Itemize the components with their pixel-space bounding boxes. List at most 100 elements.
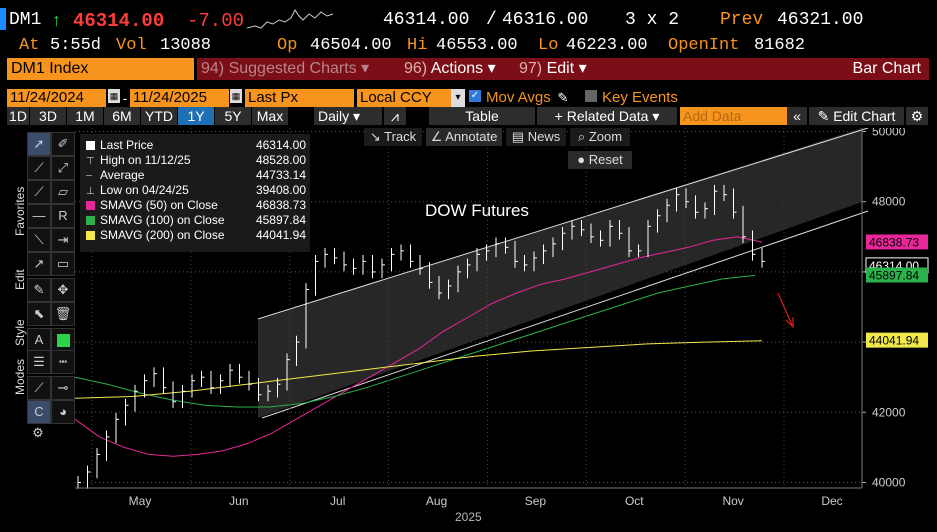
retracement-icon[interactable]: R: [51, 204, 75, 228]
security-marker: [0, 8, 6, 30]
table-button[interactable]: Table: [429, 107, 535, 125]
edit-chart-button[interactable]: ✎ Edit Chart: [809, 107, 904, 125]
palette-icon[interactable]: ◕: [51, 400, 75, 424]
magnet-mode-icon[interactable]: ⊸: [51, 376, 75, 400]
key-events-label[interactable]: Key Events: [602, 89, 678, 106]
price-tag-label: 44041.94: [869, 334, 919, 348]
pencil-icon[interactable]: ✎: [557, 90, 569, 105]
edit-tab[interactable]: Edit: [13, 269, 27, 290]
add-data-input[interactable]: Add Data: [680, 107, 787, 125]
price-tag-box: [866, 332, 928, 348]
gear-icon[interactable]: ⚙: [906, 107, 928, 125]
security-field[interactable]: DM1 Index: [7, 58, 194, 80]
edit-menu[interactable]: 97) Edit ▾: [515, 58, 599, 80]
arrow-line-icon[interactable]: ↗: [27, 252, 51, 276]
end-date-field[interactable]: 11/24/2025: [130, 89, 229, 107]
annotate-button[interactable]: ∠ Annotate: [426, 128, 502, 146]
key-events-checkbox[interactable]: [585, 90, 597, 102]
period-button-1y[interactable]: 1Y: [178, 107, 214, 125]
actions-menu[interactable]: 96) Actions ▾: [400, 58, 516, 80]
prev-value: 46321.00: [777, 10, 864, 30]
settings-gear-icon[interactable]: ⚙: [32, 425, 44, 440]
legend-item[interactable]: ⊤ High on 11/12/25: [86, 153, 191, 167]
mov-avgs-checkbox[interactable]: ✓: [469, 90, 481, 102]
legend-label: SMAVG (100) on Close: [100, 213, 225, 227]
news-label: News: [527, 129, 561, 144]
vertical-line-icon[interactable]: ⟍: [27, 228, 51, 252]
line-style-icon[interactable]: A: [27, 328, 51, 352]
zoom-button[interactable]: ⌕ Zoom: [570, 128, 630, 146]
ray-icon[interactable]: ⤢: [51, 156, 75, 180]
snap-mode-icon[interactable]: C: [27, 400, 51, 424]
chart-legend[interactable]: Last Price 46314.00 ⊤ High on 11/12/25 48528…: [80, 134, 310, 252]
currency-dropdown-icon[interactable]: ▾: [451, 89, 465, 107]
brush-icon[interactable]: ✎: [27, 278, 51, 302]
select-icon[interactable]: ⬉: [27, 302, 51, 326]
annotation-pen-icon[interactable]: ✐: [51, 132, 75, 156]
y-tick-label: 42000: [872, 405, 906, 419]
move-icon[interactable]: ✥: [51, 278, 75, 302]
legend-item[interactable]: Last Price: [86, 138, 153, 152]
style-tab[interactable]: Style: [13, 319, 27, 346]
trendline-icon[interactable]: ⟋: [27, 156, 51, 180]
volume: 13088: [160, 36, 212, 55]
channel-icon[interactable]: ▱: [51, 180, 75, 204]
period-button-1d[interactable]: 1D: [7, 107, 29, 125]
frequency-select[interactable]: Daily ▾: [314, 107, 382, 125]
period-button-max[interactable]: Max: [252, 107, 288, 125]
bid-price: 46314.00: [383, 10, 470, 30]
color-swatch-icon[interactable]: [51, 328, 75, 352]
period-button-6m[interactable]: 6M: [104, 107, 140, 125]
crosshair-mode-icon[interactable]: ⟋: [27, 376, 51, 400]
x-tick-label: Nov: [722, 494, 743, 508]
chevron-down-icon: ▾: [353, 108, 361, 124]
currency-select[interactable]: Local CCY: [357, 89, 455, 107]
calendar-icon[interactable]: ▦: [230, 89, 242, 103]
cursor-icon[interactable]: ➚: [27, 132, 51, 156]
legend-marker-icon: [86, 216, 95, 226]
reset-button[interactable]: ● Reset: [568, 151, 632, 169]
horizontal-line-icon[interactable]: —: [27, 204, 51, 228]
channel-lower-line[interactable]: [261, 210, 869, 419]
related-data-menu[interactable]: + Related Data ▾: [537, 107, 677, 125]
legend-item[interactable]: SMAVG (50) on Close: [86, 198, 218, 212]
drawing-toolbar: Favorites Edit Style Modes ➚ ✐ ⟋ ⤢ ⟋ ▱ —…: [5, 130, 75, 440]
favorites-tab[interactable]: Favorites: [13, 186, 27, 236]
period-button-3d[interactable]: 3D: [30, 107, 66, 125]
rectangle-icon[interactable]: ▭: [51, 252, 75, 276]
legend-item[interactable]: ⊥ Low on 04/24/25: [86, 183, 189, 197]
line-chart-type-icon[interactable]: ⩘: [384, 107, 406, 125]
segment-icon[interactable]: ⟋: [27, 180, 51, 204]
news-button[interactable]: ▤ News: [506, 128, 566, 146]
dash-style-icon[interactable]: ┅: [51, 350, 75, 374]
forecast-arrow[interactable]: [777, 292, 794, 329]
collapse-icon[interactable]: «: [787, 107, 807, 125]
trash-icon[interactable]: 🗑: [51, 302, 75, 326]
legend-value: 45897.84: [255, 213, 306, 227]
track-button[interactable]: ↘ Track: [364, 128, 422, 146]
period-button-1m[interactable]: 1M: [67, 107, 103, 125]
modes-tab[interactable]: Modes: [13, 358, 27, 395]
channel-fill: [258, 128, 862, 418]
period-button-5y[interactable]: 5Y: [215, 107, 251, 125]
reset-icon: ●: [577, 152, 586, 167]
channel-upper-line[interactable]: [257, 128, 869, 320]
period-button-ytd[interactable]: YTD: [141, 107, 177, 125]
legend-item[interactable]: ┄ Average: [86, 168, 144, 182]
legend-item[interactable]: SMAVG (100) on Close: [86, 213, 225, 227]
price-field-select[interactable]: Last Px: [245, 89, 354, 107]
mov-avgs-label[interactable]: Mov Avgs: [486, 89, 551, 106]
suggested-charts-menu[interactable]: 94) Suggested Charts ▾: [197, 58, 401, 80]
text-tool-icon[interactable]: ⇥: [51, 228, 75, 252]
moving-average-line[interactable]: [74, 340, 763, 399]
chart-title[interactable]: DOW Futures: [425, 201, 529, 220]
legend-item[interactable]: SMAVG (200) on Close: [86, 228, 225, 242]
x-tick-label: Aug: [426, 494, 447, 508]
bar-chart-label: Bar Chart: [852, 60, 921, 77]
line-weight-icon[interactable]: ☰: [27, 350, 51, 374]
ticker[interactable]: DM1: [9, 10, 42, 30]
calendar-icon[interactable]: ▦: [108, 89, 120, 103]
moving-average-line[interactable]: [74, 274, 756, 408]
legend-marker-icon: [86, 141, 95, 151]
start-date-field[interactable]: 11/24/2024: [7, 89, 106, 107]
